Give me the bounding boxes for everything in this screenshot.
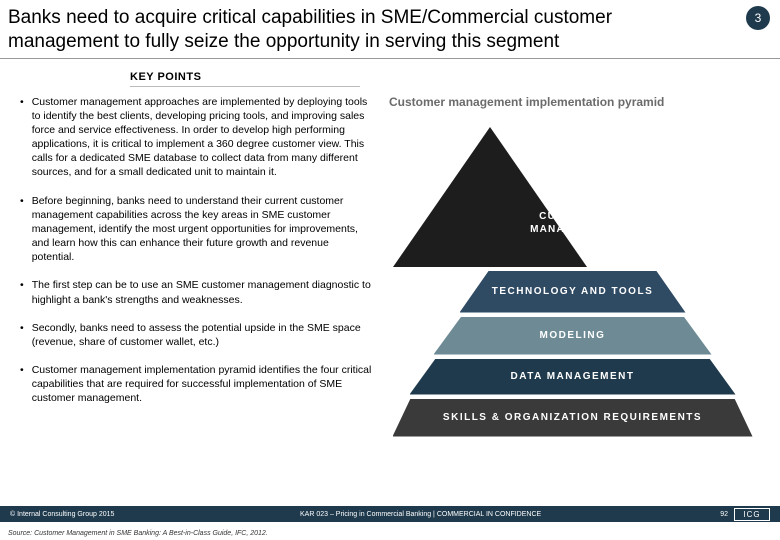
pyramid-column: Customer management implementation pyram… xyxy=(385,95,760,437)
section-badge: 3 xyxy=(746,6,770,30)
pyramid-layer-3: MODELING xyxy=(434,317,712,355)
footer-logo: ICG xyxy=(734,508,770,521)
footer-center: KAR 023 – Pricing in Commercial Banking … xyxy=(220,511,694,518)
bullet-item: •Customer management implementation pyra… xyxy=(20,363,373,406)
footer-copyright: © Internal Consulting Group 2015 xyxy=(10,511,220,518)
bullet-item: •The first step can be to use an SME cus… xyxy=(20,278,373,306)
pyramid-layer-4: DATA MANAGEMENT xyxy=(410,359,736,395)
pyramid-title: Customer management implementation pyram… xyxy=(385,95,760,109)
bullet-text: Customer management implementation pyram… xyxy=(32,363,373,406)
bullets-column: •Customer management approaches are impl… xyxy=(8,95,373,437)
slide-title: Banks need to acquire critical capabilit… xyxy=(0,0,780,59)
footer-bar: © Internal Consulting Group 2015 KAR 023… xyxy=(0,506,780,522)
footer-page-number: 92 xyxy=(694,511,734,518)
bullet-item: •Before beginning, banks need to underst… xyxy=(20,194,373,265)
source-citation: Source: Customer Management in SME Banki… xyxy=(8,530,268,537)
content-area: •Customer management approaches are impl… xyxy=(0,95,780,437)
bullet-text: Secondly, banks need to assess the poten… xyxy=(32,321,373,349)
pyramid-apex-label: SME CUSTOMER MANAGEMENT xyxy=(513,197,633,236)
pyramid-layer-5: SKILLS & ORGANIZATION REQUIREMENTS xyxy=(393,399,753,437)
key-points-header: KEY POINTS xyxy=(130,71,360,87)
pyramid-layer-2: TECHNOLOGY AND TOOLS xyxy=(460,271,686,313)
bullet-text: Customer management approaches are imple… xyxy=(32,95,373,180)
bullet-text: The first step can be to use an SME cust… xyxy=(32,278,373,306)
bullet-text: Before beginning, banks need to understa… xyxy=(32,194,373,265)
bullet-item: •Customer management approaches are impl… xyxy=(20,95,373,180)
bullet-item: •Secondly, banks need to assess the pote… xyxy=(20,321,373,349)
pyramid-diagram: SME CUSTOMER MANAGEMENT TECHNOLOGY AND T… xyxy=(393,127,753,437)
